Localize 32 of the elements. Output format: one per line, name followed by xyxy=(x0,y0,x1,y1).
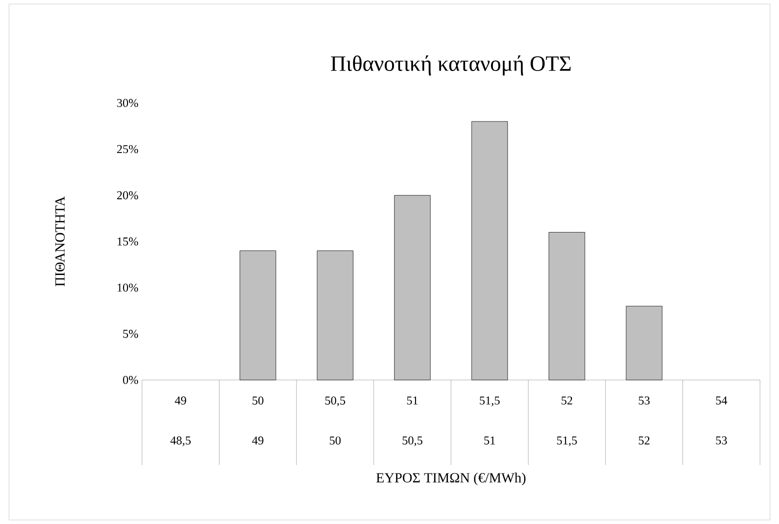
x-tick-label: 54 xyxy=(716,396,728,404)
x-tick-label: 51 xyxy=(407,396,418,405)
x-tick-label: 50 xyxy=(252,396,264,405)
x-tick-label: 49 xyxy=(174,396,186,405)
x-tick-label: 50,5 xyxy=(325,396,346,406)
y-tick-label: 15% xyxy=(118,237,138,246)
text: 52 xyxy=(638,436,650,444)
x-tick-label: 52 xyxy=(562,396,572,405)
text: 49 xyxy=(252,436,264,445)
bar xyxy=(394,195,431,380)
x-axis-title: ΕΥΡΟΣ ΤΙΜΩΝ (€/MWh) xyxy=(376,472,526,486)
bar xyxy=(240,250,276,380)
y-tick-label: 30% xyxy=(117,98,138,108)
x-tick-label: 53 xyxy=(638,396,650,405)
y-axis-title: ΠΙΘΑΝΟΤΗΤΑ xyxy=(55,196,65,286)
bar xyxy=(316,250,354,380)
text: 51,5 xyxy=(557,436,577,446)
text: 50,5 xyxy=(402,436,422,446)
bar xyxy=(548,232,586,380)
bar xyxy=(471,121,508,380)
text: 48,5 xyxy=(170,436,191,446)
y-tick-label: 5% xyxy=(123,330,138,338)
text: 50 xyxy=(330,436,341,445)
y-tick-label: 10% xyxy=(118,284,138,292)
chart-title: Πιθανοτική κατανομή ΟΤΣ xyxy=(330,55,571,76)
text: 51 xyxy=(484,436,495,444)
y-tick-label: 20% xyxy=(117,191,138,200)
bar xyxy=(626,306,662,380)
x-tick-label: 51,5 xyxy=(480,396,500,406)
y-tick-label: 25% xyxy=(117,145,138,154)
y-tick-label: 0% xyxy=(123,376,138,384)
text: 53 xyxy=(716,436,727,444)
